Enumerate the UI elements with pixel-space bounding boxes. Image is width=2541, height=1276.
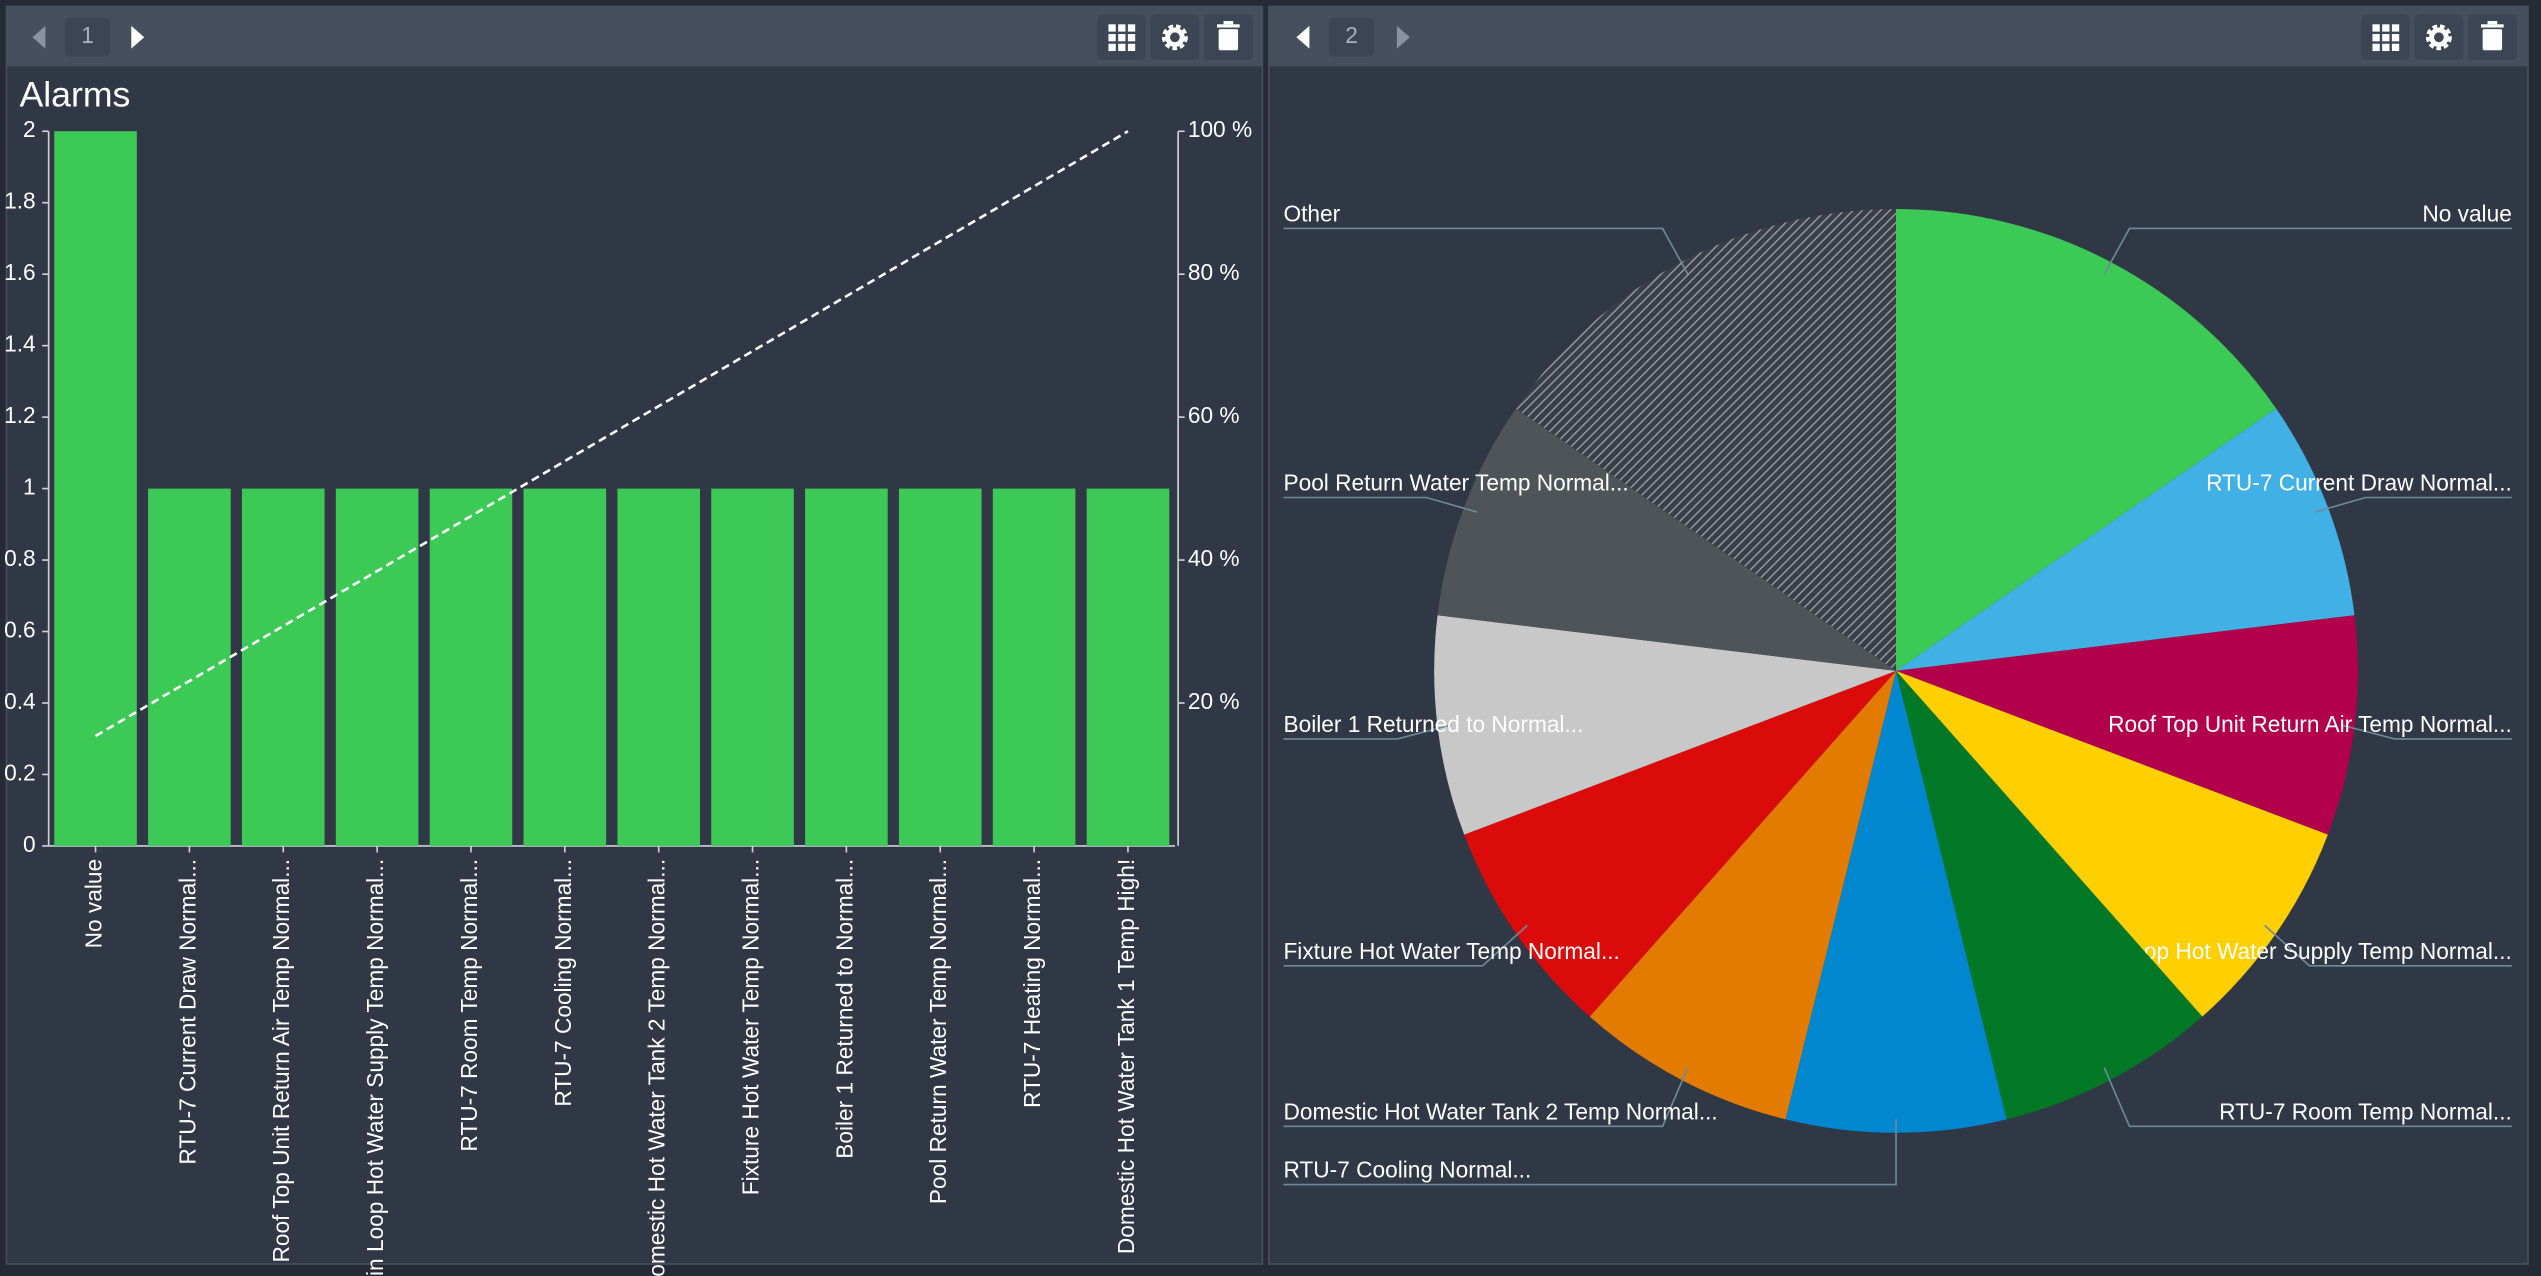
y-tick-label: 1.2: [4, 402, 36, 428]
panel-header: [1268, 6, 2529, 67]
prev-button[interactable]: [32, 25, 46, 49]
leader-line: [1283, 1118, 1897, 1186]
pie-slice: [1896, 408, 2355, 671]
bar: [335, 488, 419, 846]
pie-label: RTU-7 Current Draw Normal...: [2206, 470, 2512, 496]
page-number: 1: [81, 22, 94, 48]
y-tick-label: 1.8: [4, 188, 36, 214]
pie-label: RTU-7 Cooling Normal...: [1283, 1157, 1531, 1183]
leader-line: [2103, 227, 2512, 275]
y-tick-label: 0.8: [4, 545, 36, 571]
settings-button[interactable]: [1150, 14, 1200, 60]
pie-label: Boiler 1 Returned to Normal...: [1283, 711, 1583, 737]
bar: [148, 488, 231, 846]
y2-tick-label: 80 %: [1188, 259, 1240, 285]
y-tick-label: 2: [23, 116, 36, 142]
y2-tick-label: 60 %: [1188, 402, 1240, 428]
y-tick-label: 0.2: [4, 759, 36, 785]
x-tick-label: Pool Return Water Temp Normal...: [925, 859, 951, 1204]
x-tick-label: RTU-7 Current Draw Normal...: [174, 859, 200, 1165]
delete-button[interactable]: [2468, 14, 2517, 60]
settings-button[interactable]: [2414, 14, 2464, 60]
leader-line: [2264, 924, 2512, 967]
panel-header: [6, 6, 1263, 67]
pie-label: Domestic Hot Water Tank 2 Temp Normal...: [1283, 1098, 1717, 1124]
pie-slice: [1896, 670, 2328, 1017]
next-button[interactable]: [1396, 25, 1410, 49]
y2-tick-label: 100 %: [1188, 116, 1252, 142]
pie-label: Pool Return Water Temp Normal...: [1283, 470, 1628, 496]
pie-slice: [1896, 670, 2203, 1120]
pie-label: Fixture Hot Water Temp Normal...: [1283, 938, 1619, 964]
leader-line: [1283, 924, 1528, 967]
cumulative-line: [94, 130, 1129, 738]
pie-slice: [1896, 615, 2358, 835]
y-tick-label: 0: [23, 831, 36, 857]
pie-slice: [1434, 615, 1897, 835]
leader-line: [2314, 496, 2512, 513]
grid-button[interactable]: [2361, 14, 2410, 60]
prev-button[interactable]: [1296, 25, 1310, 49]
pie-slice: [1464, 670, 1897, 1017]
pie-slice: [1896, 209, 2277, 671]
x-tick-label: RTU-7 Heating Normal...: [1019, 859, 1045, 1108]
leader-line: [2103, 1067, 2512, 1128]
y2-tick-label: 20 %: [1188, 688, 1240, 714]
bar: [429, 488, 513, 846]
y-tick-label: 1.6: [4, 259, 36, 285]
pie-slice: [1785, 670, 2007, 1133]
y-tick-label: 1: [23, 474, 36, 500]
bar: [711, 488, 794, 846]
pie-label: Other: [1283, 201, 1340, 227]
x-tick-label: Domestic Hot Water Tank 2 Temp Normal...: [644, 859, 670, 1276]
chart-title: Alarms: [19, 75, 130, 115]
x-tick-label: RTU-7 Cooling Normal...: [550, 859, 576, 1107]
x-tick-label: Roof Top Unit Return Air Temp Normal...: [268, 859, 294, 1263]
pie-slice: [1515, 209, 1897, 671]
y-tick-label: 0.6: [4, 617, 36, 643]
bar: [617, 488, 700, 846]
bar: [1086, 488, 1170, 846]
leader-line: [1283, 1067, 1689, 1128]
bar: [992, 488, 1076, 846]
pie-slice: [1589, 670, 1897, 1120]
pie-label: Roof Top Unit Return Air Temp Normal...: [2108, 711, 2512, 737]
y-tick-label: 0.4: [4, 688, 36, 714]
page-box: [64, 17, 111, 57]
x-tick-label: No value: [81, 859, 107, 948]
x-tick-label: Main Loop Hot Water Supply Temp Normal..…: [362, 859, 388, 1276]
y-tick-label: 1.4: [4, 331, 36, 357]
leader-line: [2340, 724, 2512, 740]
pie-label: RTU-7 Room Temp Normal...: [2219, 1098, 2512, 1124]
next-button[interactable]: [131, 25, 145, 49]
delete-button[interactable]: [1204, 14, 1253, 60]
x-tick-label: Fixture Hot Water Temp Normal...: [738, 859, 764, 1195]
page-box: [1328, 17, 1375, 57]
bar: [241, 488, 325, 846]
page-number: 2: [1345, 22, 1358, 48]
bar: [805, 488, 888, 846]
pie-label: No value: [2422, 201, 2511, 227]
bar: [898, 488, 982, 846]
bar: [523, 488, 607, 846]
x-tick-label: Boiler 1 Returned to Normal...: [831, 859, 857, 1159]
leader-line: [1283, 227, 1689, 275]
x-tick-label: Domestic Hot Water Tank 1 Temp High!: [1113, 859, 1139, 1254]
bar: [54, 131, 137, 846]
x-tick-label: RTU-7 Room Temp Normal...: [456, 859, 482, 1152]
pie-slice: [1437, 408, 1897, 671]
y2-tick-label: 40 %: [1188, 545, 1240, 571]
leader-line: [1283, 496, 1478, 513]
grid-button[interactable]: [1097, 14, 1146, 60]
leader-line: [1283, 724, 1452, 740]
